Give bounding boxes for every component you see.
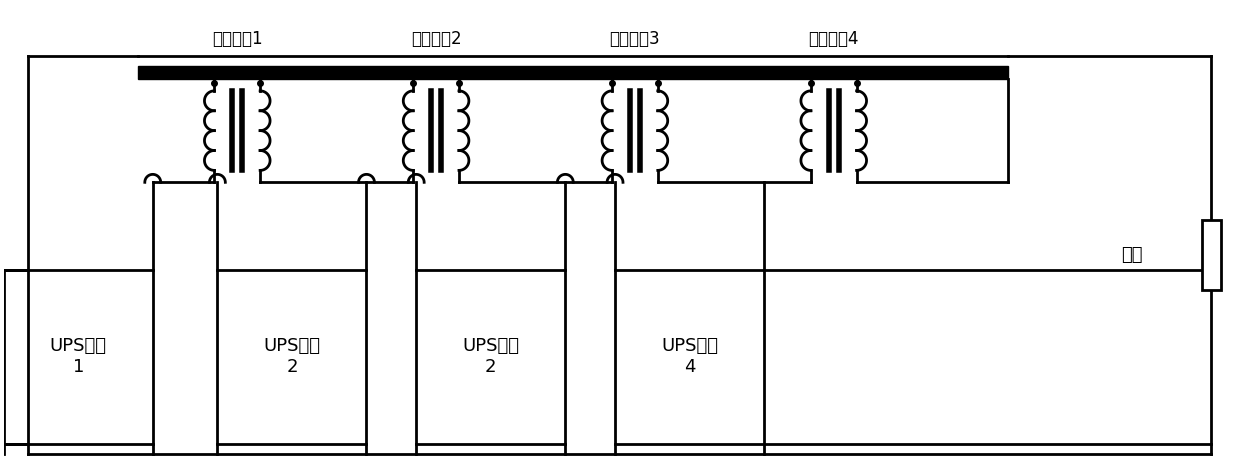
Bar <box>1202 220 1222 290</box>
Text: 负载: 负载 <box>1121 246 1142 264</box>
Text: UPS模块
2: UPS模块 2 <box>264 337 321 376</box>
Text: 耦合电感3: 耦合电感3 <box>610 30 660 48</box>
Bar <box>217 270 367 444</box>
Bar <box>416 270 565 444</box>
Text: 耦合电感4: 耦合电感4 <box>809 30 859 48</box>
Bar <box>4 270 152 444</box>
Text: 耦合电感2: 耦合电感2 <box>411 30 461 48</box>
Text: UPS模块
2: UPS模块 2 <box>462 337 519 376</box>
Text: UPS模块
4: UPS模块 4 <box>662 337 719 376</box>
Bar <box>615 270 764 444</box>
Bar <box>138 66 1007 79</box>
Text: 耦合电感1: 耦合电感1 <box>212 30 263 48</box>
Text: UPS模块
1: UPS模块 1 <box>50 337 107 376</box>
